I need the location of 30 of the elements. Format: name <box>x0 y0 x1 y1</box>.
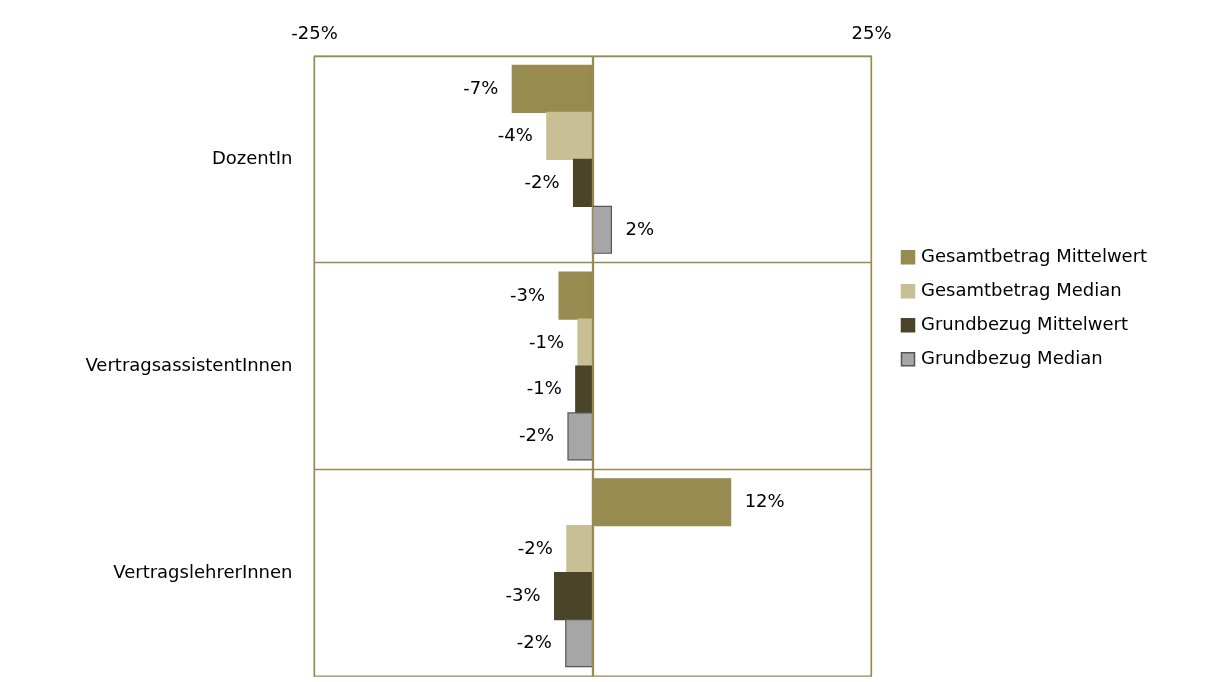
legend-label: Gesamtbetrag Median <box>921 279 1122 301</box>
data-label: -2% <box>518 424 554 446</box>
legend-label: Grundbezug Median <box>921 347 1103 369</box>
legend-label: Grundbezug Mittelwert <box>921 313 1129 335</box>
y-tick-label: VertragsassistentInnen <box>85 354 293 375</box>
data-label: -7% <box>463 76 499 98</box>
data-label: -2% <box>516 631 552 653</box>
data-label: 12% <box>744 490 785 512</box>
data-label: -2% <box>517 537 553 559</box>
bar <box>554 572 594 621</box>
bar <box>591 205 613 254</box>
data-label: -1% <box>526 377 562 399</box>
data-label: -3% <box>505 584 541 606</box>
data-label: -4% <box>497 123 533 145</box>
x-tick-label: 25% <box>851 21 892 43</box>
bar <box>577 318 594 367</box>
data-label: -2% <box>524 170 560 192</box>
data-label: -1% <box>528 330 565 352</box>
data-label: 2% <box>625 217 654 239</box>
legend-label: Gesamtbetrag Mittelwert <box>921 245 1148 267</box>
x-tick-label: -25% <box>291 21 338 43</box>
bar <box>565 619 594 668</box>
bar <box>575 365 594 414</box>
bar <box>546 111 594 160</box>
bar <box>566 525 594 574</box>
bar <box>567 412 594 461</box>
bar <box>572 158 594 207</box>
y-tick-label: DozentIn <box>211 147 293 169</box>
y-tick-label: VertragslehrerInnen <box>113 560 293 582</box>
data-label: -3% <box>510 283 546 305</box>
